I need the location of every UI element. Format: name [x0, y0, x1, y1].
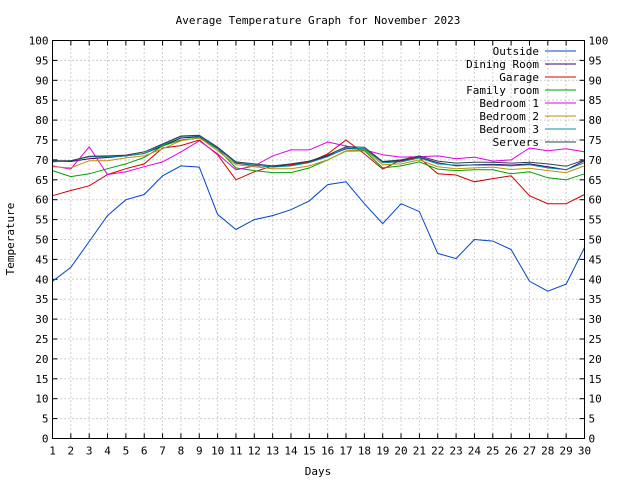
y-tick-label: 35 [35, 293, 48, 306]
x-tick-label: 5 [123, 445, 130, 458]
legend-label: Garage [499, 71, 539, 84]
x-tick-label: 13 [266, 445, 279, 458]
y-tick-label: 95 [35, 54, 48, 67]
x-tick-label: 12 [248, 445, 261, 458]
y-tick-label: 65 [35, 174, 48, 187]
series-line-garage [52, 139, 585, 205]
y-tick-label-right: 85 [589, 94, 602, 107]
y-tick-label-right: 60 [589, 194, 602, 207]
x-axis-label: Days [305, 465, 332, 478]
y-tick-label-right: 20 [589, 353, 602, 366]
y-tick-label: 55 [35, 214, 48, 227]
y-tick-label: 45 [35, 253, 48, 266]
x-tick-label: 28 [541, 445, 554, 458]
legend-label: Family room [466, 84, 539, 97]
y-tick-label: 60 [35, 194, 48, 207]
legend-label: Bedroom 1 [479, 97, 539, 110]
x-tick-label: 7 [159, 445, 166, 458]
y-tick-label-right: 95 [589, 54, 602, 67]
x-tick-label: 30 [578, 445, 591, 458]
x-tick-label: 3 [86, 445, 93, 458]
x-tick-label: 18 [358, 445, 371, 458]
x-tick-label: 16 [321, 445, 334, 458]
chart-title: Average Temperature Graph for November 2… [176, 14, 461, 27]
x-tick-label: 26 [504, 445, 517, 458]
x-tick-label: 14 [284, 445, 298, 458]
y-tick-label: 10 [35, 393, 48, 406]
y-tick-label: 5 [42, 413, 49, 426]
y-tick-label-right: 50 [589, 234, 602, 247]
y-tick-label: 70 [35, 154, 48, 167]
y-tick-label: 75 [35, 134, 48, 147]
y-tick-label: 80 [35, 114, 48, 127]
legend-label: Bedroom 2 [479, 110, 539, 123]
x-tick-label: 4 [104, 445, 111, 458]
y-tick-label-right: 45 [589, 253, 602, 266]
y-tick-label: 50 [35, 234, 48, 247]
y-tick-label-right: 25 [589, 333, 602, 346]
legend-label: Dining Room [466, 58, 539, 71]
y-tick-label-right: 10 [589, 393, 602, 406]
y-tick-label: 40 [35, 273, 48, 286]
legend-label: Outside [493, 45, 539, 58]
y-tick-label-right: 80 [589, 114, 602, 127]
x-tick-label: 1 [49, 445, 56, 458]
plot-frame [52, 40, 585, 439]
y-tick-label-right: 40 [589, 273, 602, 286]
series-lines [52, 134, 585, 292]
x-tick-label: 8 [178, 445, 185, 458]
legend-label: Servers [493, 136, 539, 149]
y-tick-label-right: 70 [589, 154, 602, 167]
y-tick-label-right: 35 [589, 293, 602, 306]
y-tick-label-right: 100 [589, 35, 609, 48]
y-tick-label-right: 55 [589, 214, 602, 227]
x-tick-label: 11 [229, 445, 242, 458]
x-tick-label: 6 [141, 445, 148, 458]
x-tick-label: 20 [394, 445, 407, 458]
y-tick-label-right: 5 [589, 413, 596, 426]
x-tick-label: 22 [431, 445, 444, 458]
x-tick-label: 2 [68, 445, 75, 458]
y-tick-label: 20 [35, 353, 48, 366]
x-tick-label: 24 [468, 445, 482, 458]
x-tick-label: 19 [376, 445, 389, 458]
x-tick-label: 29 [560, 445, 573, 458]
y-tick-label-right: 75 [589, 134, 602, 147]
series-line-bedroom-2 [52, 137, 585, 174]
y-tick-label: 30 [35, 313, 48, 326]
y-tick-label: 25 [35, 333, 48, 346]
y-axis-label: Temperature [4, 203, 17, 276]
x-tick-label: 27 [523, 445, 536, 458]
y-tick-label: 0 [42, 433, 49, 446]
series-line-bedroom-1 [52, 140, 585, 176]
x-tick-label: 15 [303, 445, 316, 458]
series-line-outside [52, 165, 585, 292]
y-tick-label-right: 15 [589, 373, 602, 386]
y-tick-label-right: 0 [589, 433, 596, 446]
y-tick-label: 90 [35, 74, 48, 87]
series-line-family-room [52, 137, 585, 181]
series-line-servers [52, 134, 585, 167]
grid-lines [52, 40, 585, 439]
legend-label: Bedroom 3 [479, 123, 539, 136]
x-tick-label: 25 [486, 445, 499, 458]
x-tick-label: 9 [196, 445, 203, 458]
y-tick-label-right: 30 [589, 313, 602, 326]
series-line-bedroom-3 [52, 135, 585, 171]
y-tick-label: 15 [35, 373, 48, 386]
x-tick-label: 17 [339, 445, 352, 458]
y-tick-label-right: 90 [589, 74, 602, 87]
x-tick-label: 10 [211, 445, 224, 458]
y-tick-label: 85 [35, 94, 48, 107]
y-tick-label-right: 65 [589, 174, 602, 187]
x-tick-label: 23 [449, 445, 462, 458]
x-tick-label: 21 [413, 445, 426, 458]
y-tick-label: 100 [29, 35, 49, 48]
